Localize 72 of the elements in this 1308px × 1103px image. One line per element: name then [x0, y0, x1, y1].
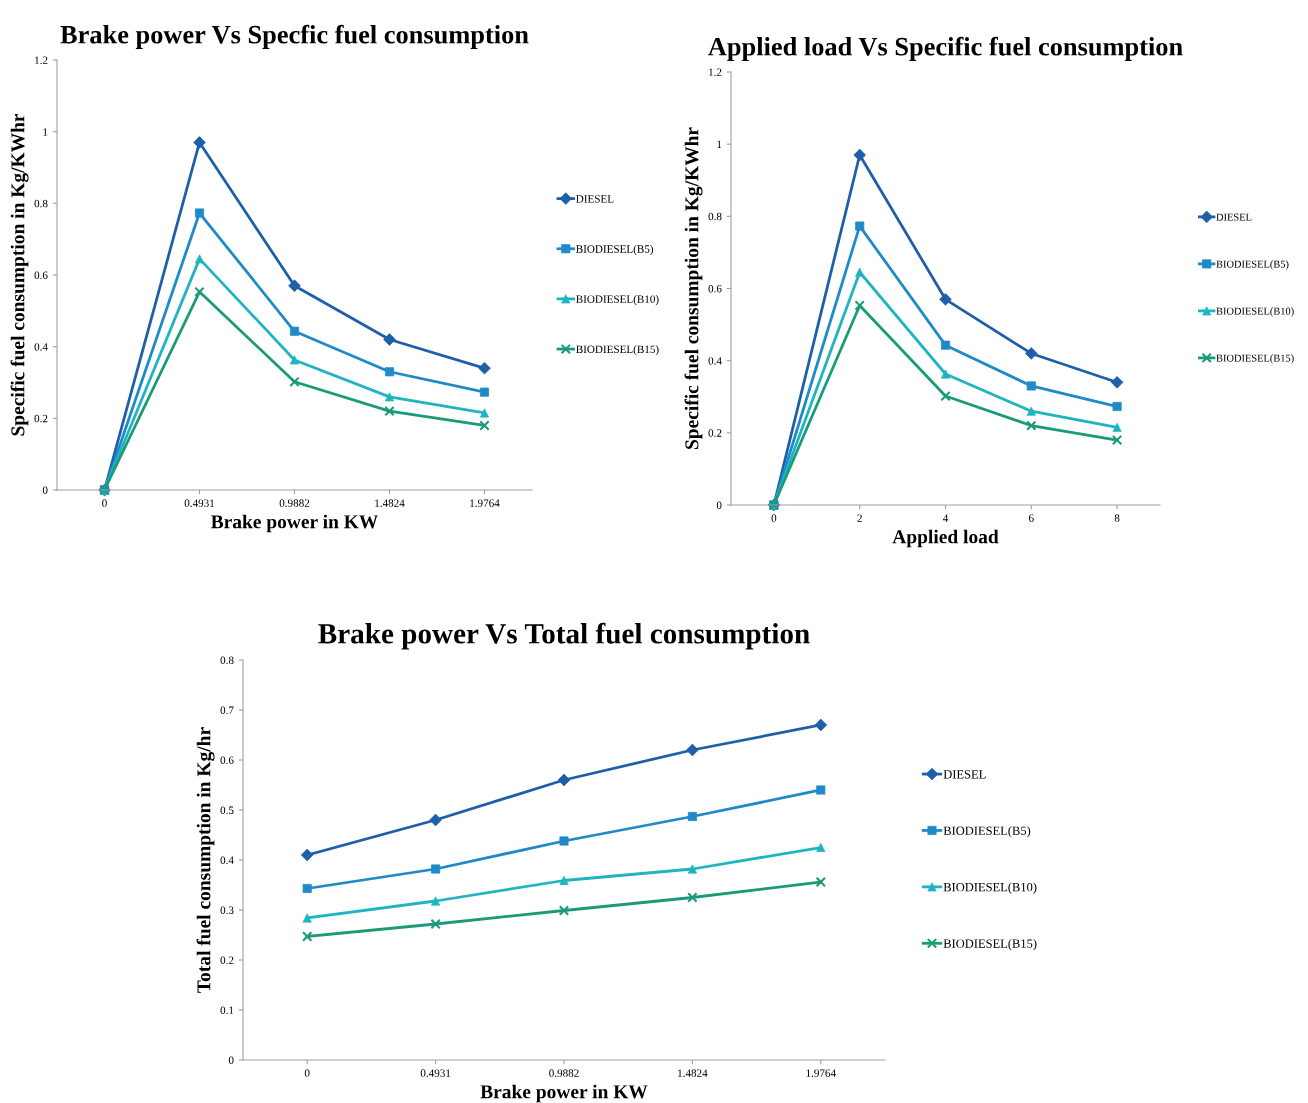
chart-title: Brake power Vs Total fuel consumption — [318, 622, 810, 650]
x-tick-label: 0.4931 — [184, 499, 215, 507]
point — [289, 376, 300, 387]
y-tick-label: 1.2 — [35, 56, 48, 65]
x-tick-label: 8 — [1114, 514, 1120, 522]
x-tick-label: 4 — [942, 514, 949, 522]
point — [558, 905, 570, 916]
y-tick-label: 0.8 — [708, 212, 722, 221]
y-tick-label: 0.6 — [708, 284, 722, 293]
y-tick-label: 0.1 — [220, 1006, 234, 1015]
legend-label: BIODIESEL(B15) — [576, 345, 659, 356]
point — [479, 420, 490, 431]
x-tick-label: 0.4931 — [420, 1069, 451, 1077]
legend-label: DIESEL — [1216, 213, 1252, 221]
legend-label: BIODIESEL(B5) — [1216, 260, 1289, 270]
y-tick-label: 0.6 — [34, 271, 48, 280]
point — [194, 286, 205, 298]
y-tick-label: 1 — [717, 140, 722, 149]
y-axis-title: Total fuel consumption in Kg/hr — [196, 727, 215, 993]
point — [1111, 434, 1123, 446]
x-tick-label: 1.4824 — [678, 1069, 708, 1077]
legend-label: BIODIESEL(B10) — [943, 882, 1037, 894]
point — [940, 390, 951, 402]
legend-label: BIODIESEL(B5) — [576, 244, 654, 255]
y-tick-label: 1 — [43, 128, 48, 136]
x-tick-label: 0 — [102, 499, 107, 507]
x-axis-title: Brake power in KW — [480, 1084, 648, 1103]
point — [815, 876, 827, 888]
legend-label: DIESEL — [943, 770, 986, 779]
point — [301, 931, 313, 942]
x-axis-title: Brake power in KW — [211, 514, 379, 533]
point — [687, 892, 698, 903]
x-tick-label: 0 — [771, 514, 777, 522]
legend-label: BIODIESEL(B10) — [1216, 307, 1294, 317]
x-tick-label: 0.9882 — [549, 1069, 579, 1077]
point — [430, 918, 441, 930]
x-tick-label: 1.9764 — [806, 1069, 836, 1077]
x-tick-label: 1.4824 — [375, 499, 405, 507]
y-tick-label: 0.8 — [220, 656, 234, 665]
y-tick-label: 0.3 — [220, 906, 234, 915]
y-tick-label: 0.7 — [220, 706, 234, 715]
point — [687, 811, 697, 822]
point — [854, 300, 865, 311]
y-tick-label: 0 — [228, 1056, 234, 1064]
point — [1026, 420, 1037, 431]
y-tick-label: 0.8 — [34, 199, 48, 208]
x-tick-label: 6 — [1029, 514, 1034, 522]
y-tick-label: 0.4 — [708, 357, 722, 365]
x-tick-label: 0 — [304, 1069, 310, 1077]
point — [384, 405, 395, 417]
y-tick-label: 0.4 — [220, 856, 234, 865]
y-tick-label: 0.4 — [34, 343, 48, 351]
y-tick-label: 0.2 — [34, 414, 48, 423]
legend-label: BIODIESEL(B5) — [943, 826, 1031, 838]
y-tick-label: 0.6 — [220, 756, 234, 765]
y-tick-label: 0 — [42, 486, 48, 494]
legend-label: DIESEL — [576, 195, 614, 203]
y-tick-label: 0.2 — [220, 956, 234, 965]
y-tick-label: 1.2 — [709, 68, 722, 77]
y-axis-title: Specific fuel consumption in Kg/KWhr — [10, 113, 29, 436]
chart-title: Brake power Vs Specfic fuel consumption — [60, 24, 529, 49]
legend-label: BIODIESEL(B15) — [943, 938, 1037, 951]
y-tick-label: 0.5 — [220, 806, 234, 815]
x-tick-label: 2 — [857, 514, 862, 522]
legend-label: BIODIESEL(B10) — [576, 295, 659, 306]
legend-label: BIODIESEL(B15) — [1216, 354, 1294, 364]
y-axis-title: Specific fuel consumption in Kg/KWhr — [684, 127, 703, 449]
x-tick-label: 1.9764 — [470, 499, 500, 507]
y-tick-label: 0.2 — [708, 429, 722, 437]
x-tick-label: 0.9882 — [279, 499, 310, 507]
x-axis-title: Applied load — [892, 529, 999, 548]
chart-title: Applied load Vs Specific fuel consumption — [708, 36, 1183, 61]
